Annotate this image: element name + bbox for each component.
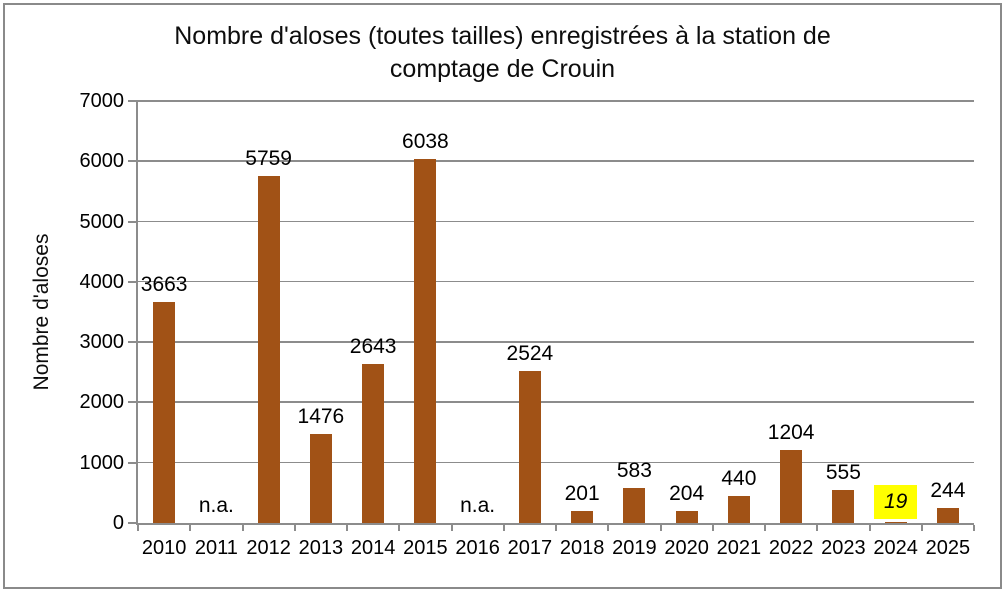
- value-label-2010: 3663: [140, 273, 188, 297]
- value-label-2011: n.a.: [198, 494, 234, 517]
- chart-title-line1: Nombre d'aloses (toutes tailles) enregis…: [174, 22, 831, 50]
- y-tick-label-4000: 4000: [79, 270, 125, 293]
- x-axis-label-2014: 2014: [350, 537, 396, 559]
- x-tick-0: [137, 525, 139, 531]
- y-tick-label-5000: 5000: [79, 210, 125, 233]
- bar-2015: [414, 159, 437, 523]
- x-axis-label-2021: 2021: [716, 537, 762, 559]
- y-tick-2000: [128, 401, 138, 404]
- y-tick-6000: [128, 160, 138, 163]
- x-tick-4: [346, 525, 348, 531]
- bar-2013: [309, 434, 332, 523]
- y-tick-5000: [128, 220, 138, 223]
- x-axis-label-2023: 2023: [821, 537, 866, 559]
- y-tick-1000: [128, 461, 138, 464]
- x-axis-label-2024: 2024: [873, 537, 918, 559]
- x-axis-label-2012: 2012: [246, 537, 291, 559]
- gridline-7000: [138, 100, 974, 102]
- x-tick-5: [398, 525, 401, 531]
- bar-2023: [832, 489, 855, 523]
- value-label-2021: 440: [721, 467, 757, 491]
- x-tick-9: [607, 525, 610, 531]
- bar-2010: [153, 302, 176, 523]
- x-axis-label-2011: 2011: [194, 537, 238, 559]
- bar-2022: [780, 450, 803, 523]
- value-label-2015: 6038: [402, 130, 449, 153]
- bar-2024: [884, 521, 907, 523]
- x-axis-label-2018: 2018: [559, 537, 605, 559]
- value-label-2019: 583: [616, 458, 652, 482]
- value-label-2014: 2643: [349, 334, 397, 358]
- gridline-4000: [138, 280, 974, 283]
- value-label-2022: 1204: [767, 421, 815, 445]
- x-tick-11: [711, 525, 714, 531]
- y-tick-label-1000: 1000: [79, 451, 125, 474]
- y-tick-label-2000: 2000: [79, 391, 125, 414]
- x-axis-label-2016: 2016: [455, 537, 500, 559]
- chart-title-line2: comptage de Crouin: [389, 55, 616, 83]
- value-label-2023: 555: [825, 460, 861, 484]
- y-tick-0: [128, 522, 138, 524]
- bar-2020: [675, 510, 698, 523]
- value-label-2018: 201: [564, 481, 600, 505]
- bar-2017: [518, 370, 541, 523]
- gridline-1000: [138, 461, 974, 464]
- x-tick-1: [189, 525, 192, 531]
- x-tick-3: [293, 525, 296, 531]
- gridline-3000: [138, 341, 974, 343]
- plot-area: 0 1000 2000 3000 4000 5000 6000 7000 3663 2010 n.a…: [80, 90, 975, 559]
- bar-2012: [257, 175, 280, 523]
- value-label-2016: n.a.: [460, 494, 496, 517]
- value-label-2017: 2524: [506, 341, 554, 365]
- gridline-5000: [138, 220, 974, 223]
- y-tick-4000: [128, 280, 138, 283]
- y-axis-title: Nombre d'aloses: [30, 233, 53, 391]
- y-tick-label-7000: 7000: [79, 90, 125, 112]
- bar-2021: [727, 496, 750, 523]
- x-tick-10: [659, 525, 662, 531]
- x-axis-label-2022: 2022: [768, 537, 814, 559]
- y-tick-label-6000: 6000: [79, 150, 125, 173]
- value-label-2025: 244: [930, 479, 966, 503]
- x-axis-label-2025: 2025: [925, 537, 971, 559]
- y-tick-3000: [128, 341, 138, 344]
- x-tick-15: [920, 525, 923, 531]
- x-tick-6: [450, 525, 453, 531]
- bar-2025: [936, 508, 959, 523]
- y-axis-line: [136, 101, 138, 525]
- y-tick-label-0: 0: [112, 512, 124, 534]
- value-label-2012: 5759: [245, 146, 292, 170]
- value-label-2020: 204: [669, 481, 705, 505]
- value-label-2013: 1476: [297, 405, 345, 429]
- x-tick-8: [555, 525, 557, 531]
- value-label-highlight-2024: 19: [851, 484, 941, 519]
- highlighted-value-label: 19: [873, 484, 918, 519]
- x-tick-16: [973, 525, 975, 531]
- x-axis-label-2015: 2015: [403, 537, 448, 559]
- bar-2014: [362, 363, 385, 523]
- x-tick-14: [868, 525, 871, 531]
- x-tick-12: [764, 525, 766, 531]
- x-tick-2: [241, 525, 244, 531]
- chart-title: Nombre d'aloses (toutes tailles) enregis…: [0, 20, 1005, 86]
- y-tick-7000: [128, 100, 138, 102]
- x-axis-label-2020: 2020: [664, 537, 709, 559]
- x-tick-7: [502, 525, 505, 531]
- x-axis-label-2017: 2017: [507, 537, 553, 559]
- x-axis-line: [136, 523, 974, 525]
- gridline-2000: [138, 401, 974, 403]
- x-tick-13: [816, 525, 819, 531]
- bar-2019: [623, 487, 646, 523]
- gridline-6000: [138, 160, 974, 162]
- x-axis-label-2019: 2019: [612, 537, 657, 559]
- y-tick-label-3000: 3000: [79, 331, 125, 354]
- bar-2018: [571, 510, 594, 523]
- x-axis-label-2013: 2013: [298, 537, 344, 559]
- x-axis-label-2010: 2010: [141, 537, 187, 559]
